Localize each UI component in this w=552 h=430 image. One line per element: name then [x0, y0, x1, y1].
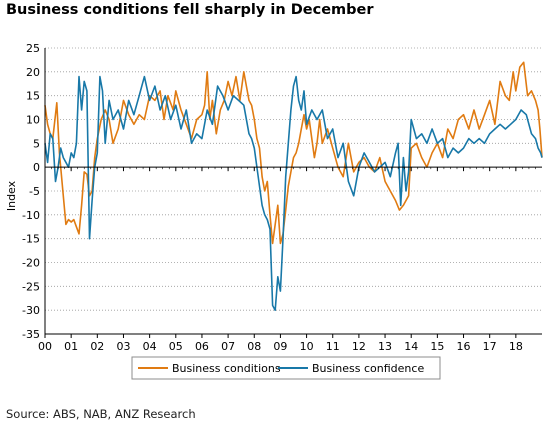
x-tick-label: 06: [195, 340, 209, 353]
x-tick-label: 02: [90, 340, 104, 353]
x-tick-label: 13: [378, 340, 392, 353]
legend-label: Business confidence: [312, 362, 424, 375]
x-tick-label: 17: [483, 340, 497, 353]
series-lines: [44, 61, 543, 311]
y-tick-label: 20: [26, 66, 40, 79]
x-tick-label: 16: [457, 340, 471, 353]
x-tick-label: 15: [430, 340, 444, 353]
x-tick-label: 08: [247, 340, 261, 353]
y-tick-label: -15: [22, 233, 40, 246]
legend: Business conditions Business confidence: [131, 356, 441, 380]
chart-title: Business conditions fell sharply in Dece…: [6, 2, 374, 18]
y-axis-label: Index: [5, 180, 18, 211]
y-tick-label: -30: [22, 304, 40, 317]
series-line-business-confidence: [44, 75, 543, 311]
x-tick-label: 04: [143, 340, 157, 353]
x-tick-label: 18: [509, 340, 523, 353]
y-tick-label: 10: [26, 114, 40, 127]
x-tick-label: 03: [116, 340, 130, 353]
y-tick-label: 15: [26, 90, 40, 103]
y-tick-label: -25: [22, 280, 40, 293]
x-tick-label: 01: [64, 340, 78, 353]
x-tick-label: 11: [326, 340, 340, 353]
y-tick-label: -5: [29, 185, 40, 198]
source-note: Source: ABS, NAB, ANZ Research: [6, 407, 196, 421]
y-tick-label: 25: [26, 42, 40, 55]
legend-label: Business conditions: [172, 362, 281, 375]
y-tick-label: -35: [22, 328, 40, 341]
x-tick-label: 00: [38, 340, 52, 353]
x-tick-label: 09: [273, 340, 287, 353]
x-tick-label: 10: [300, 340, 314, 353]
y-tick-label: -10: [22, 209, 40, 222]
y-tick-label: 5: [33, 137, 40, 150]
y-tick-label: -20: [22, 257, 40, 270]
x-tick-label: 12: [352, 340, 366, 353]
x-tick-label: 14: [404, 340, 418, 353]
x-tick-label: 07: [221, 340, 235, 353]
y-tick-label: 0: [33, 161, 40, 174]
x-tick-label: 05: [169, 340, 183, 353]
